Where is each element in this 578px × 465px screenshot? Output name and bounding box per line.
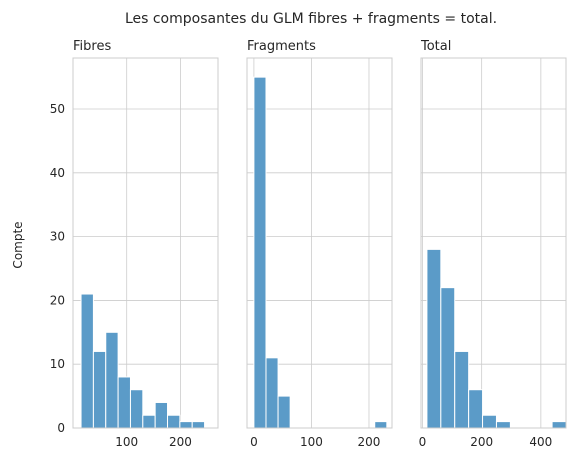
histogram-bar xyxy=(253,76,267,429)
histogram-bar xyxy=(142,414,156,429)
histogram-bar xyxy=(191,421,206,429)
x-tick-label: 100 xyxy=(300,435,323,449)
y-tick-label: 30 xyxy=(50,230,65,244)
histogram-bar xyxy=(551,421,567,429)
x-tick-label: 400 xyxy=(529,435,552,449)
x-tick-label: 200 xyxy=(169,435,192,449)
panel-title: Fragments xyxy=(247,39,316,54)
histogram-bar xyxy=(105,331,119,429)
histogram-bar xyxy=(154,401,169,429)
histogram-bar xyxy=(374,421,388,429)
panel-frame xyxy=(72,57,219,429)
histogram-bar xyxy=(167,414,181,429)
histogram-bar xyxy=(440,287,456,429)
histogram-bar xyxy=(277,395,291,429)
histogram-bar xyxy=(129,389,144,429)
y-axis-label: Compte xyxy=(11,221,25,268)
x-tick-label: 200 xyxy=(470,435,493,449)
histogram-bar xyxy=(482,414,497,429)
panel-title: Fibres xyxy=(73,39,111,54)
panel-fragments: Fragments 0 100 200 xyxy=(246,39,393,449)
histogram-bar xyxy=(179,421,193,429)
x-tick-label: 100 xyxy=(115,435,138,449)
histogram-bar xyxy=(80,293,94,429)
panel-total: Total 0 200 400 xyxy=(419,39,567,449)
histogram-bar xyxy=(468,389,484,429)
histogram-bar xyxy=(426,248,442,429)
y-tick-label: 0 xyxy=(57,421,65,435)
x-tick-label: 0 xyxy=(250,435,258,449)
panel-frame xyxy=(246,57,393,429)
histogram-bar xyxy=(92,350,107,429)
x-tick-label: 200 xyxy=(358,435,381,449)
histogram-bar xyxy=(117,376,131,429)
panel-title: Total xyxy=(420,39,451,54)
panel-frame xyxy=(420,57,567,429)
y-tick-label: 20 xyxy=(50,293,65,307)
histogram-bar xyxy=(495,421,511,429)
x-tick-label: 0 xyxy=(419,435,427,449)
panel-fibres: Fibres 100 200 0 10 20 30 40 50 xyxy=(50,39,219,449)
y-tick-label: 40 xyxy=(50,166,65,180)
histogram-bar xyxy=(454,350,470,429)
y-tick-label: 10 xyxy=(50,357,65,371)
y-tick-label: 50 xyxy=(50,102,65,116)
figure-title: Les composantes du GLM fibres + fragment… xyxy=(125,11,497,27)
histogram-bar xyxy=(265,357,279,429)
